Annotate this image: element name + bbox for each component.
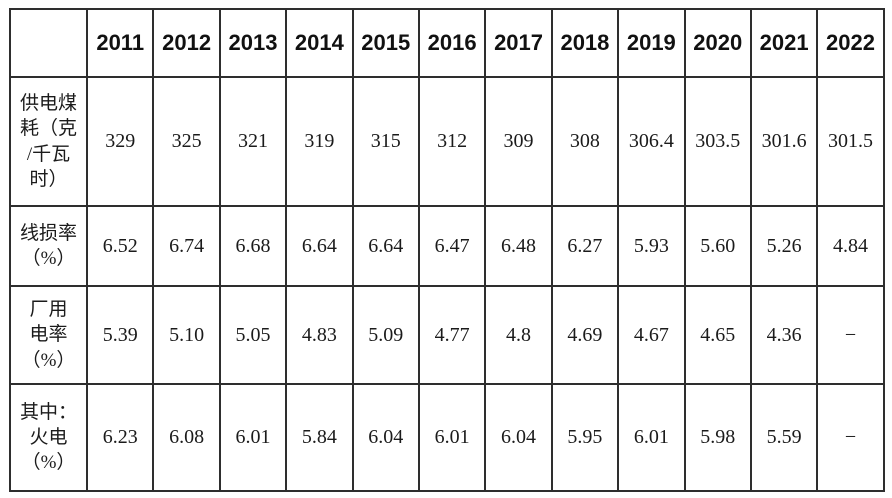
table-cell: 303.5 — [683, 76, 752, 207]
table-cell: 308 — [550, 76, 620, 207]
table-cell: − — [816, 383, 885, 492]
table-cell: 5.39 — [85, 285, 155, 385]
row-label: 其中： 火电 （%） — [9, 383, 88, 492]
table-cell: 6.23 — [85, 383, 155, 492]
table-cell: 312 — [417, 76, 487, 207]
table-cell: 6.01 — [417, 383, 487, 492]
table-cell: 6.27 — [550, 205, 620, 287]
table-cell: 5.98 — [683, 383, 752, 492]
table-cell: 4.36 — [749, 285, 819, 385]
header-row: 2011 2012 2013 2014 2015 2016 2017 2018 … — [9, 8, 885, 78]
table-cell: 6.48 — [484, 205, 553, 287]
metrics-table: 2011 2012 2013 2014 2015 2016 2017 2018 … — [9, 8, 885, 492]
table-row-thermal-power: 其中： 火电 （%） 6.23 6.08 6.01 5.84 6.04 6.01… — [9, 383, 885, 492]
table-cell: 4.69 — [550, 285, 620, 385]
table-cell: 301.5 — [816, 76, 885, 207]
table-cell: 5.10 — [152, 285, 221, 385]
table-cell: 5.05 — [218, 285, 288, 385]
table-cell: 6.04 — [351, 383, 420, 492]
row-label: 供电煤 耗（克 /千瓦 时） — [9, 76, 88, 207]
table-cell: 4.65 — [683, 285, 752, 385]
year-header: 2019 — [617, 8, 686, 78]
table-cell: 6.64 — [351, 205, 420, 287]
table-cell: 5.09 — [351, 285, 420, 385]
year-header: 2018 — [550, 8, 620, 78]
year-header: 2012 — [152, 8, 221, 78]
table-cell: 321 — [218, 76, 288, 207]
table-cell: 6.68 — [218, 205, 288, 287]
table-cell: 6.04 — [484, 383, 553, 492]
table-cell: 301.6 — [749, 76, 819, 207]
year-header: 2017 — [484, 8, 553, 78]
table-cell: 4.83 — [285, 285, 354, 385]
table-cell: − — [816, 285, 885, 385]
table-cell: 319 — [285, 76, 354, 207]
table-cell: 325 — [152, 76, 221, 207]
corner-cell — [9, 8, 88, 78]
table-cell: 306.4 — [617, 76, 686, 207]
table-cell: 6.01 — [617, 383, 686, 492]
table-cell: 4.77 — [417, 285, 487, 385]
year-header: 2014 — [285, 8, 354, 78]
year-header: 2021 — [749, 8, 819, 78]
table-cell: 4.67 — [617, 285, 686, 385]
table-cell: 5.95 — [550, 383, 620, 492]
table-cell: 5.59 — [749, 383, 819, 492]
table-cell: 6.47 — [417, 205, 487, 287]
row-label: 厂用 电率 （%） — [9, 285, 88, 385]
year-header: 2011 — [85, 8, 155, 78]
table-cell: 4.8 — [484, 285, 553, 385]
table-cell: 4.84 — [816, 205, 885, 287]
year-header: 2015 — [351, 8, 420, 78]
year-header: 2016 — [417, 8, 487, 78]
table-cell: 329 — [85, 76, 155, 207]
table-cell: 6.52 — [85, 205, 155, 287]
table-row-line-loss: 线损率 （%） 6.52 6.74 6.68 6.64 6.64 6.47 6.… — [9, 205, 885, 287]
table-row-plant-power-rate: 厂用 电率 （%） 5.39 5.10 5.05 4.83 5.09 4.77 … — [9, 285, 885, 385]
year-header: 2013 — [218, 8, 288, 78]
table-cell: 6.08 — [152, 383, 221, 492]
year-header: 2020 — [683, 8, 752, 78]
table-cell: 5.26 — [749, 205, 819, 287]
table-cell: 6.01 — [218, 383, 288, 492]
table-cell: 5.93 — [617, 205, 686, 287]
table-cell: 309 — [484, 76, 553, 207]
table-cell: 5.60 — [683, 205, 752, 287]
table-cell: 315 — [351, 76, 420, 207]
row-label: 线损率 （%） — [9, 205, 88, 287]
table-cell: 6.64 — [285, 205, 354, 287]
table-row-coal-consumption: 供电煤 耗（克 /千瓦 时） 329 325 321 319 315 312 3… — [9, 76, 885, 207]
table-cell: 5.84 — [285, 383, 354, 492]
year-header: 2022 — [816, 8, 885, 78]
table-cell: 6.74 — [152, 205, 221, 287]
